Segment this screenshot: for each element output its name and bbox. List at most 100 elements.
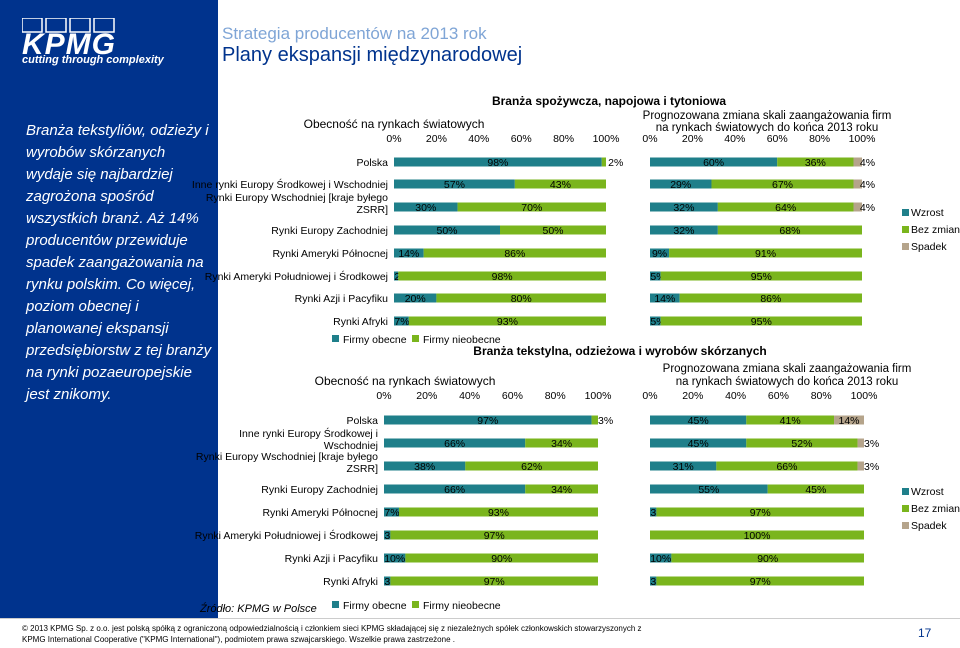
chart-3-title: Prognozowana zmiana skali zaangażowania … xyxy=(663,363,912,388)
chart-0-category-0: Polska xyxy=(356,157,388,169)
chart-1-bar-2-1 xyxy=(717,202,854,212)
chart-0-label-0-1: 2% xyxy=(608,157,623,169)
chart-0-legend-label-0: Firmy obecne xyxy=(343,334,407,346)
chart-2-category-5: Rynki Ameryki Południowej i Środkowej xyxy=(195,529,378,542)
logo-box: KPMG cutting through complexity xyxy=(0,0,218,95)
chart-1-legend-swatch-2 xyxy=(902,243,909,250)
chart-3-label-0-1: 41% xyxy=(780,415,801,427)
chart-3-legend-swatch-2 xyxy=(902,522,909,529)
chart-3-xtick-0: 0% xyxy=(642,390,657,402)
chart-1-label-3-1: 68% xyxy=(779,225,800,237)
chart-2-label-0-0: 97% xyxy=(477,415,498,427)
chart-2-category-2: Rynki Europy Wschodniej [kraje byłego ZSR… xyxy=(196,451,378,475)
chart-3-bar-0-1 xyxy=(746,415,835,425)
chart-3-label-5-1: 100% xyxy=(744,530,771,542)
chart-2-legend-swatch-0 xyxy=(332,601,339,608)
chart-2-label-6-0: 10% xyxy=(384,553,405,565)
chart-0-legend-swatch-0 xyxy=(332,335,339,342)
chart-2-category-1: Inne rynki Europy Środkowej i Wschodniej xyxy=(239,427,378,452)
chart-3-bar-4-1 xyxy=(656,507,864,517)
chart-3-bar-4-0 xyxy=(650,507,657,517)
chart-0-label-6-1: 80% xyxy=(511,293,532,305)
chart-3-xtick-1: 20% xyxy=(682,390,703,402)
chart-1-xtick-3: 60% xyxy=(767,133,788,145)
chart-2-label-4-1: 93% xyxy=(488,507,509,519)
charts-canvas: Branża spożywcza, napojowa i tytoniowa Ob… xyxy=(192,94,960,612)
chart-0-category-1: Inne rynki Europy Środkowej i Wschodniej xyxy=(192,178,388,191)
chart-1-label-0-0: 60% xyxy=(703,157,724,169)
chart-2-bar-6-1 xyxy=(405,553,598,563)
chart-1-bar-4-1 xyxy=(669,248,862,258)
chart-2-bar-3-0 xyxy=(384,484,526,494)
chart-0-title: Obecność na rynkach światowych xyxy=(304,117,485,131)
footer-divider xyxy=(0,618,960,619)
footer-copyright: © 2013 KPMG Sp. z o.o. jest polską spółk… xyxy=(22,624,642,633)
chart-2-xtick-5: 100% xyxy=(585,390,612,402)
chart-3-legend-label-1: Bez zmian xyxy=(911,503,960,515)
chart-1-xtick-0: 0% xyxy=(642,133,657,145)
chart-0-category-5: Rynki Ameryki Południowej i Środkowej xyxy=(205,270,388,283)
page-number: 17 xyxy=(918,626,932,640)
chart-1-label-6-1: 86% xyxy=(760,293,781,305)
chart-0-label-3-0: 50% xyxy=(436,225,457,237)
chart-3-label-7-1: 97% xyxy=(750,576,771,588)
chart-0-category-2: Rynki Europy Wschodniej [kraje byłego ZSR… xyxy=(206,192,388,216)
header-subtitle: Strategia producentów na 2013 rok xyxy=(222,24,487,43)
chart-2-xtick-2: 40% xyxy=(459,390,480,402)
chart-2-legend-swatch-1 xyxy=(412,601,419,608)
chart-3-xtick-4: 80% xyxy=(811,390,832,402)
chart-2-category-7: Rynki Afryki xyxy=(323,576,378,588)
chart-1-legend-swatch-1 xyxy=(902,226,909,233)
chart-0-label-6-0: 20% xyxy=(405,293,426,305)
chart-3-bar-3-0 xyxy=(650,484,768,494)
footer-copyright-2: KPMG International Cooperative ("KPMG In… xyxy=(22,635,455,644)
chart-3-legend-label-0: Wzrost xyxy=(911,486,944,498)
chart-3-label-1-2: 3% xyxy=(864,438,879,450)
chart-2-label-4-0: 7% xyxy=(384,507,399,519)
chart-1-bar-1-2 xyxy=(853,179,862,189)
chart-1-bar-2-0 xyxy=(650,202,718,212)
chart-1-label-0-2: 4% xyxy=(860,157,875,169)
chart-0-bar-0-0 xyxy=(394,157,602,167)
chart-3-legend-swatch-0 xyxy=(902,488,909,495)
chart-1-label-7-1: 95% xyxy=(751,316,772,328)
chart-3-label-6-0: 10% xyxy=(650,553,671,565)
chart-3-xtick-5: 100% xyxy=(851,390,878,402)
chart-3-bar-7-1 xyxy=(656,576,864,586)
chart-2-label-0-1: 3% xyxy=(598,415,613,427)
chart-3-xtick-2: 40% xyxy=(725,390,746,402)
chart-0-label-4-1: 86% xyxy=(504,248,525,260)
sidebar-text: Branża tekstyliów, odzieży i wyrobów skó… xyxy=(26,122,212,403)
chart-2-label-2-0: 38% xyxy=(414,461,435,473)
chart-3-label-4-1: 97% xyxy=(750,507,771,519)
chart-3-legend-label-2: Spadek xyxy=(911,520,947,532)
chart-1-bar-7-0 xyxy=(650,316,661,326)
chart-1-bar-6-0 xyxy=(650,293,680,303)
chart-2-bar-7-0 xyxy=(384,576,391,586)
chart-2-category-4: Rynki Ameryki Północnej xyxy=(262,507,378,519)
chart-1-xtick-1: 20% xyxy=(682,133,703,145)
chart-2-bar-6-0 xyxy=(384,553,406,563)
logo-text: KPMG xyxy=(22,28,116,61)
chart-0-label-7-0: 7% xyxy=(394,316,409,328)
chart-0-legend-swatch-1 xyxy=(412,335,419,342)
chart-1-bar-5-1 xyxy=(660,271,862,281)
chart-0-xtick-3: 60% xyxy=(511,133,532,145)
chart-1-label-6-0: 14% xyxy=(654,293,675,305)
chart-1-legend-swatch-0 xyxy=(902,209,909,216)
chart-0-bar-4-0 xyxy=(394,248,424,258)
chart-2-label-6-1: 90% xyxy=(491,553,512,565)
chart-1-xtick-4: 80% xyxy=(809,133,830,145)
chart-1-bar-5-0 xyxy=(650,271,661,281)
chart-3-label-0-0: 45% xyxy=(688,415,709,427)
chart-0-bar-1-0 xyxy=(394,179,515,189)
chart-3-legend-swatch-1 xyxy=(902,505,909,512)
chart-2-bar-0-0 xyxy=(384,415,592,425)
chart-3-label-2-0: 31% xyxy=(673,461,694,473)
chart-0-legend-label-1: Firmy nieobecne xyxy=(423,334,501,346)
chart-0-label-5-1: 98% xyxy=(492,271,513,283)
chart-1-label-0-1: 36% xyxy=(805,157,826,169)
chart-1-legend-label-0: Wzrost xyxy=(911,207,944,219)
chart-2-title: Obecność na rynkach światowych xyxy=(315,374,496,388)
chart-1-bar-3-0 xyxy=(650,225,718,235)
